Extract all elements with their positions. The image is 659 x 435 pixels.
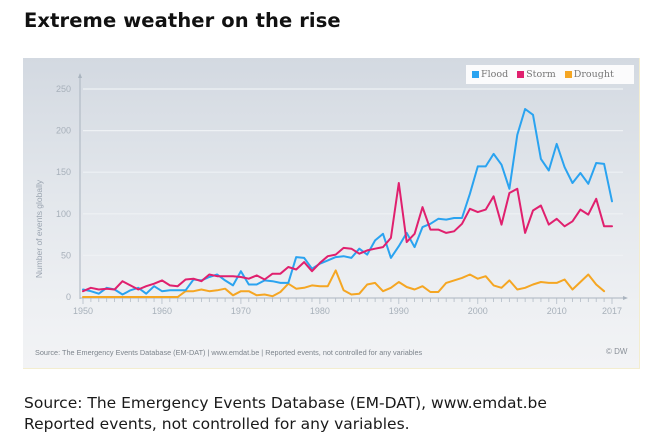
x-tick-label-1950: 1950	[73, 306, 93, 316]
series-line-drought	[82, 269, 606, 298]
y-axis-label: Number of events globally	[34, 179, 44, 279]
footer-line-source: Source: The Emergency Events Database (E…	[24, 394, 547, 412]
y-tick-label-200: 200	[56, 126, 71, 136]
y-tick-label-150: 150	[56, 167, 71, 177]
y-axis-arrow	[78, 73, 82, 78]
series-line-flood	[82, 108, 613, 296]
footer-line-note: Reported events, not controlled for any …	[24, 415, 410, 433]
chart-panel: 0 50 100 150 200 250 1950 1960 1970 1980 1990 2000 2…	[23, 58, 640, 369]
footer-source: Source: The Emergency Events Database (E…	[24, 393, 547, 435]
y-tick-label-100: 100	[56, 209, 71, 219]
x-tick-label-2017: 2017	[602, 306, 622, 316]
chart-source-note: Source: The Emergency Events Database (E…	[35, 348, 423, 357]
chart-legend: Flood Storm Drought	[466, 65, 634, 84]
y-tick-label-250: 250	[56, 84, 71, 94]
line-chart: 0 50 100 150 200 250 1950 1960 1970 1980 1990 2000 2…	[56, 73, 628, 316]
legend-label-flood: Flood	[481, 69, 509, 80]
legend-label-drought: Drought	[573, 69, 614, 80]
page-title: Extreme weather on the rise	[24, 9, 341, 32]
legend-swatch-drought	[564, 71, 572, 78]
x-axis-arrow	[623, 296, 628, 300]
legend-item-flood: Flood	[472, 69, 508, 80]
x-tick-label-1980: 1980	[310, 306, 330, 316]
x-tick-label-1990: 1990	[389, 306, 409, 316]
series-line-storm	[82, 182, 613, 293]
y-tick-label-0: 0	[66, 292, 71, 302]
x-tick-label-1970: 1970	[231, 306, 251, 316]
legend-item-storm: Storm	[517, 69, 556, 80]
legend-swatch-storm	[517, 71, 525, 78]
chart-credit: © DW	[606, 347, 628, 356]
legend-item-drought: Drought	[564, 69, 614, 80]
legend-swatch-flood	[472, 71, 479, 78]
legend-label-storm: Storm	[526, 69, 556, 80]
x-tick-label-2000: 2000	[468, 306, 488, 316]
x-tick-label-1960: 1960	[152, 306, 172, 316]
x-tick-label-2010: 2010	[547, 306, 567, 316]
y-tick-label-50: 50	[61, 250, 71, 260]
